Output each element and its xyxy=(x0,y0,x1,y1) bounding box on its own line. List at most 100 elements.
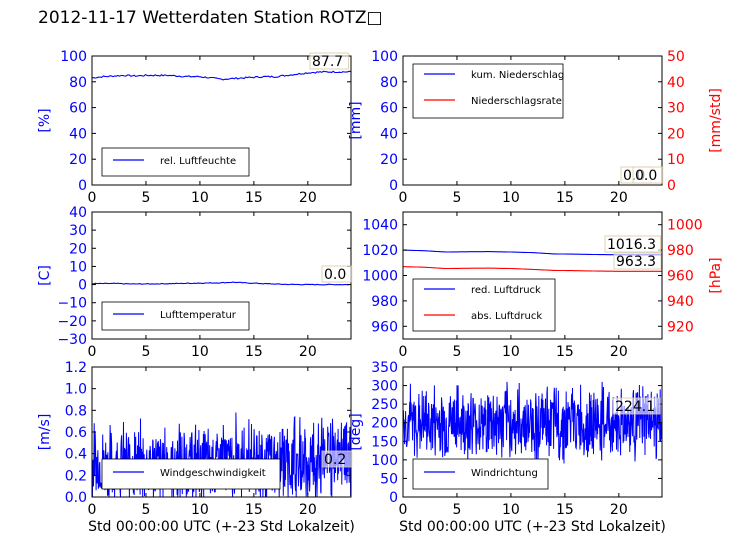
last-value-label: 0.0 xyxy=(635,168,657,184)
legend-label: rel. Luftfeuchte xyxy=(160,156,236,167)
x-tick-label: 5 xyxy=(141,344,150,360)
y-tick-label: 60 xyxy=(380,101,398,117)
legend-label: Lufttemperatur xyxy=(160,310,237,321)
y-tick-label: 0 xyxy=(389,178,398,194)
y-tick-label: 50 xyxy=(380,471,398,487)
y-right-tick-label: 940 xyxy=(667,294,694,310)
page-title: 2012-11-17 Wetterdaten Station ROTZ□ xyxy=(38,8,383,28)
x-tick-label: 20 xyxy=(610,190,628,206)
y-tick-label: 350 xyxy=(371,360,398,376)
value-label-box xyxy=(613,252,662,270)
value-label-box xyxy=(309,52,349,70)
x-tick-label: 10 xyxy=(502,190,520,206)
x-tick-label: 15 xyxy=(245,344,263,360)
y-tick-label: 100 xyxy=(60,49,87,65)
y-tick-label: 40 xyxy=(380,126,398,142)
y-right-tick-label: 920 xyxy=(667,319,694,335)
y-tick-label: 300 xyxy=(371,379,398,395)
y-axis-label: [%] xyxy=(37,108,53,132)
legend-box xyxy=(101,147,250,177)
y-tick-label: 80 xyxy=(69,75,87,91)
y-tick-label: 80 xyxy=(380,75,398,91)
y-tick-label: 100 xyxy=(371,453,398,469)
y-tick-label: 0.6 xyxy=(65,425,87,441)
y-right-tick-label: 960 xyxy=(667,269,694,285)
y-tick-label: −30 xyxy=(57,332,87,348)
y-tick-label: 0 xyxy=(78,278,87,294)
x-tick-label: 5 xyxy=(452,344,461,360)
x-tick-label: 15 xyxy=(556,344,574,360)
plot-frame-humidity xyxy=(91,55,352,186)
y-right-tick-label: 30 xyxy=(667,101,685,117)
x-tick-label: 20 xyxy=(610,344,628,360)
y-tick-label: 20 xyxy=(69,152,87,168)
y-tick-label: 30 xyxy=(69,223,87,239)
y-right-tick-label: 10 xyxy=(667,152,685,168)
y-right-axis-label: [hPa] xyxy=(708,257,724,293)
x-tick-label: 5 xyxy=(452,190,461,206)
y-tick-label: 60 xyxy=(69,101,87,117)
y-right-tick-label: 980 xyxy=(667,243,694,259)
legend-label: kum. Niederschlag xyxy=(471,70,564,81)
legend-label: abs. Luftdruck xyxy=(471,311,542,322)
legend-label: Windgeschwindigkeit xyxy=(160,468,266,479)
value-label-box xyxy=(632,166,664,184)
y-tick-label: 0.4 xyxy=(65,447,87,463)
x-tick-label: 20 xyxy=(299,344,317,360)
last-value-label: 1016.3 xyxy=(607,237,656,253)
y-tick-label: 250 xyxy=(371,397,398,413)
y-tick-label: 10 xyxy=(69,259,87,275)
y-tick-label: 0 xyxy=(78,178,87,194)
x-tick-label: 0 xyxy=(88,190,97,206)
x-tick-label: 0 xyxy=(399,190,408,206)
series-line-pressure-1 xyxy=(403,266,662,272)
x-axis-label: Std 00:00:00 UTC (+-23 Std Lokalzeit) xyxy=(88,519,355,535)
y-tick-label: 1020 xyxy=(362,243,398,259)
x-tick-label: 0 xyxy=(399,344,408,360)
y-tick-label: 40 xyxy=(69,205,87,221)
y-right-tick-label: 50 xyxy=(667,49,685,65)
value-label-box xyxy=(321,265,353,283)
series-line-wind_direction-0 xyxy=(403,381,662,464)
y-tick-label: 0 xyxy=(389,490,398,506)
y-tick-label: 1000 xyxy=(362,269,398,285)
legend-label: Windrichtung xyxy=(471,468,538,479)
x-tick-label: 20 xyxy=(610,502,628,518)
y-tick-label: 0.8 xyxy=(65,403,87,419)
plot-frame-wind_direction xyxy=(402,366,663,498)
y-axis-label: [m/s] xyxy=(37,414,53,451)
y-axis-label: [deg] xyxy=(348,413,364,450)
y-axis-label: [C] xyxy=(37,265,53,286)
x-tick-label: 15 xyxy=(556,502,574,518)
x-tick-label: 10 xyxy=(502,502,520,518)
legend-box xyxy=(412,458,549,490)
y-tick-label: 20 xyxy=(69,241,87,257)
y-right-tick-label: 20 xyxy=(667,126,685,142)
x-tick-label: 0 xyxy=(88,344,97,360)
y-tick-label: 40 xyxy=(69,126,87,142)
legend-box xyxy=(101,301,250,331)
legend-box xyxy=(412,278,556,332)
y-axis-label: [mm] xyxy=(348,101,364,139)
last-value-label: 963.3 xyxy=(616,254,656,270)
series-line-temperature-0 xyxy=(92,281,351,286)
y-tick-label: 1.0 xyxy=(65,382,87,398)
y-tick-label: 0.0 xyxy=(65,490,87,506)
y-tick-label: 960 xyxy=(371,319,398,335)
last-value-label: 224.1 xyxy=(615,399,655,415)
x-tick-label: 10 xyxy=(191,344,209,360)
plot-frame-precipitation xyxy=(402,55,663,186)
x-tick-label: 10 xyxy=(191,502,209,518)
last-value-label: 0.0 xyxy=(324,267,346,283)
y-tick-label: −10 xyxy=(57,296,87,312)
x-axis-label: Std 00:00:00 UTC (+-23 Std Lokalzeit) xyxy=(399,519,666,535)
y-tick-label: 20 xyxy=(380,152,398,168)
x-tick-label: 5 xyxy=(141,502,150,518)
series-line-humidity-0 xyxy=(92,70,351,81)
x-tick-label: 10 xyxy=(502,344,520,360)
legend-box xyxy=(101,458,281,490)
y-tick-label: 100 xyxy=(371,49,398,65)
x-tick-label: 20 xyxy=(299,502,317,518)
last-value-label: 87.7 xyxy=(312,54,343,70)
